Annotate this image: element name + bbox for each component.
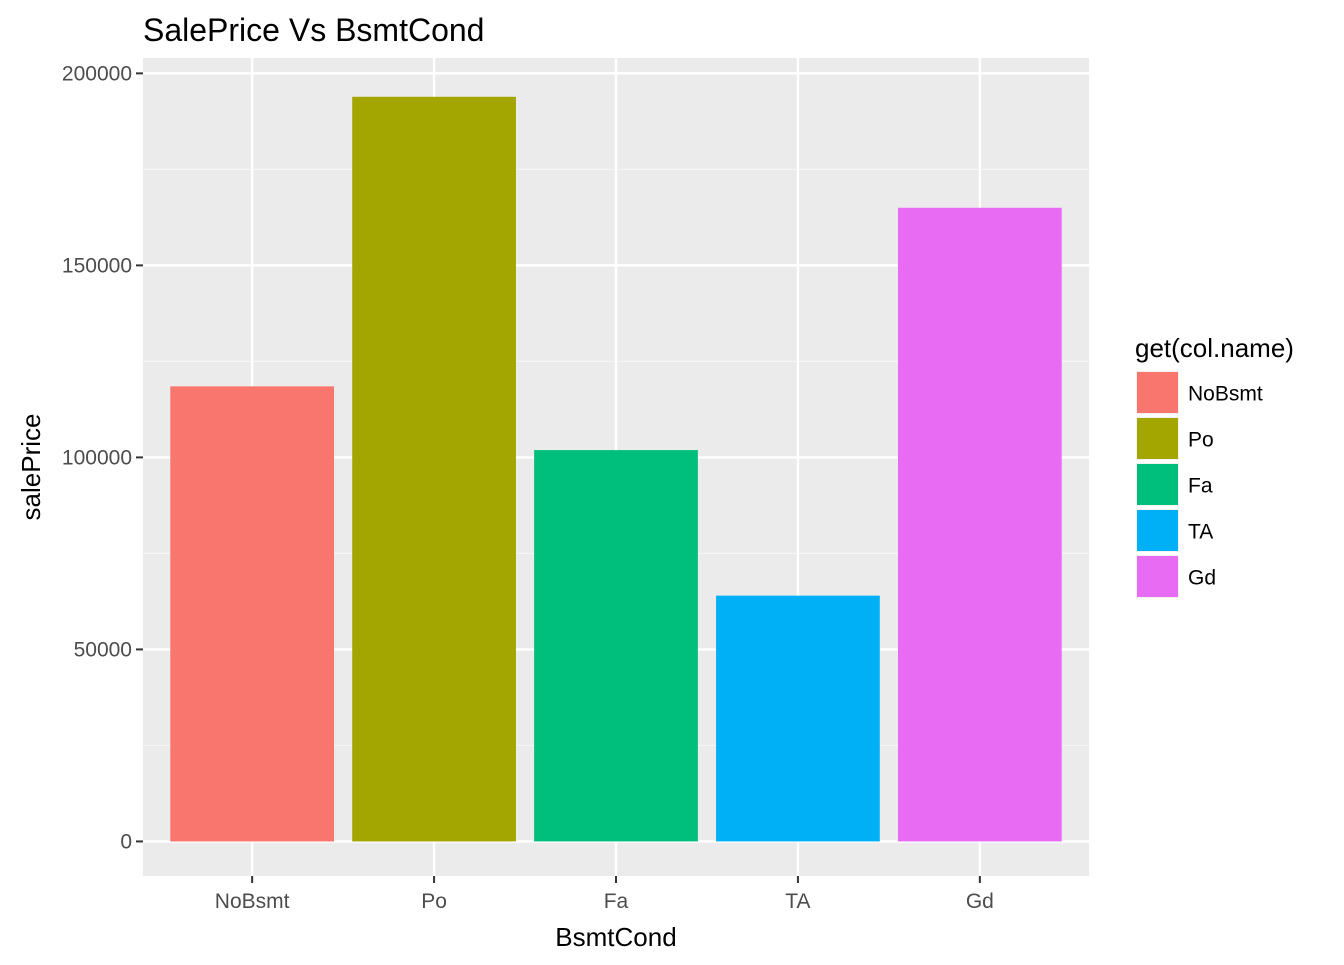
x-axis: NoBsmt Po Fa TA Gd bbox=[215, 876, 994, 913]
y-axis-label: salePrice bbox=[16, 414, 46, 521]
legend: get(col.name) NoBsmt Po Fa TA Gd bbox=[1135, 333, 1294, 598]
bars bbox=[170, 96, 1062, 842]
x-tick-label: TA bbox=[785, 890, 810, 913]
legend-title: get(col.name) bbox=[1135, 333, 1294, 363]
x-tick-label: Gd bbox=[966, 890, 994, 913]
legend-swatch-nobsmt bbox=[1137, 372, 1178, 413]
x-tick-label: Po bbox=[421, 890, 447, 913]
legend-label: Fa bbox=[1188, 475, 1213, 498]
y-axis: 0 50000 100000 150000 200000 bbox=[62, 62, 143, 853]
bar-fa bbox=[534, 450, 698, 842]
legend-label: NoBsmt bbox=[1188, 383, 1263, 406]
chart-title: SalePrice Vs BsmtCond bbox=[143, 12, 484, 48]
legend-swatch-gd bbox=[1137, 556, 1178, 597]
legend-swatch-fa bbox=[1137, 464, 1178, 505]
y-tick-label: 50000 bbox=[74, 638, 132, 661]
y-tick-label: 150000 bbox=[62, 254, 132, 277]
x-tick-label: Fa bbox=[604, 890, 629, 913]
x-tick-label: NoBsmt bbox=[215, 890, 290, 913]
legend-swatch-po bbox=[1137, 418, 1178, 459]
bar-nobsmt bbox=[170, 386, 335, 842]
x-axis-label: BsmtCond bbox=[555, 922, 676, 952]
legend-label: TA bbox=[1188, 521, 1213, 544]
legend-label: Gd bbox=[1188, 567, 1216, 590]
y-tick-label: 0 bbox=[120, 830, 132, 853]
bar-po bbox=[352, 96, 516, 842]
bar-gd bbox=[897, 207, 1062, 842]
legend-label: Po bbox=[1188, 429, 1214, 452]
y-tick-label: 200000 bbox=[62, 62, 132, 85]
y-tick-label: 100000 bbox=[62, 446, 132, 469]
legend-swatch-ta bbox=[1137, 510, 1178, 551]
bar-ta bbox=[716, 595, 880, 842]
